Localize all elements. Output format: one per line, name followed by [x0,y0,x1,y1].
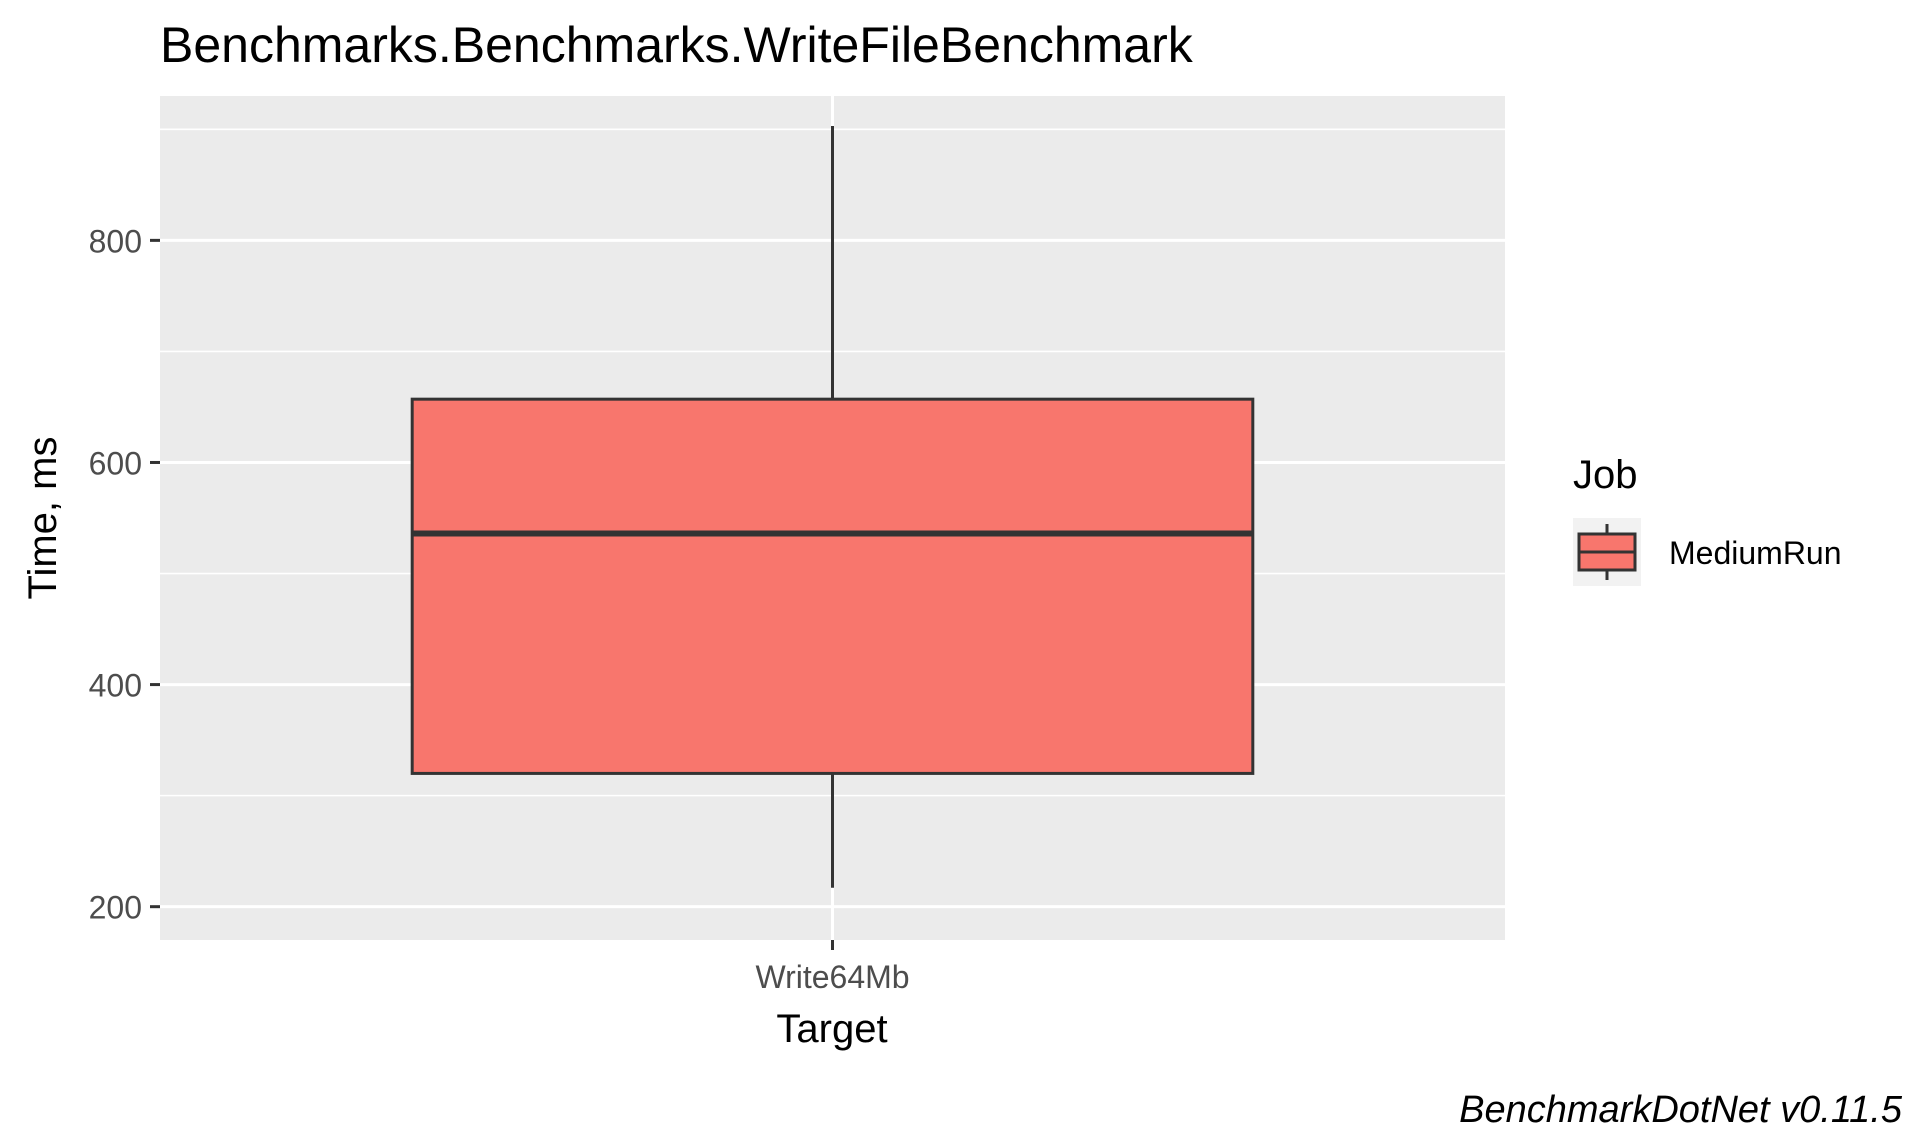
y-tick-label: 600 [89,445,142,481]
x-axis: Write64Mb [755,940,910,995]
x-tick-label: Write64Mb [755,959,909,995]
caption: BenchmarkDotNet v0.11.5 [1459,1089,1903,1131]
boxes [410,125,1255,888]
y-tick-label: 400 [89,668,142,704]
legend-keys: MediumRun [1573,518,1842,586]
y-axis: 200 400 600 800 [89,223,160,926]
legend-title: Job [1573,453,1638,497]
y-axis-label: Time, ms [21,437,65,600]
y-tick-label: 200 [89,890,142,926]
x-axis-label: Target [776,1007,887,1051]
y-tick-label: 800 [89,223,142,259]
chart-title: Benchmarks.Benchmarks.WriteFileBenchmark [160,17,1194,73]
box-body [410,397,1255,775]
legend: Job MediumRun [1573,453,1842,586]
legend-entry-label: MediumRun [1669,535,1842,571]
